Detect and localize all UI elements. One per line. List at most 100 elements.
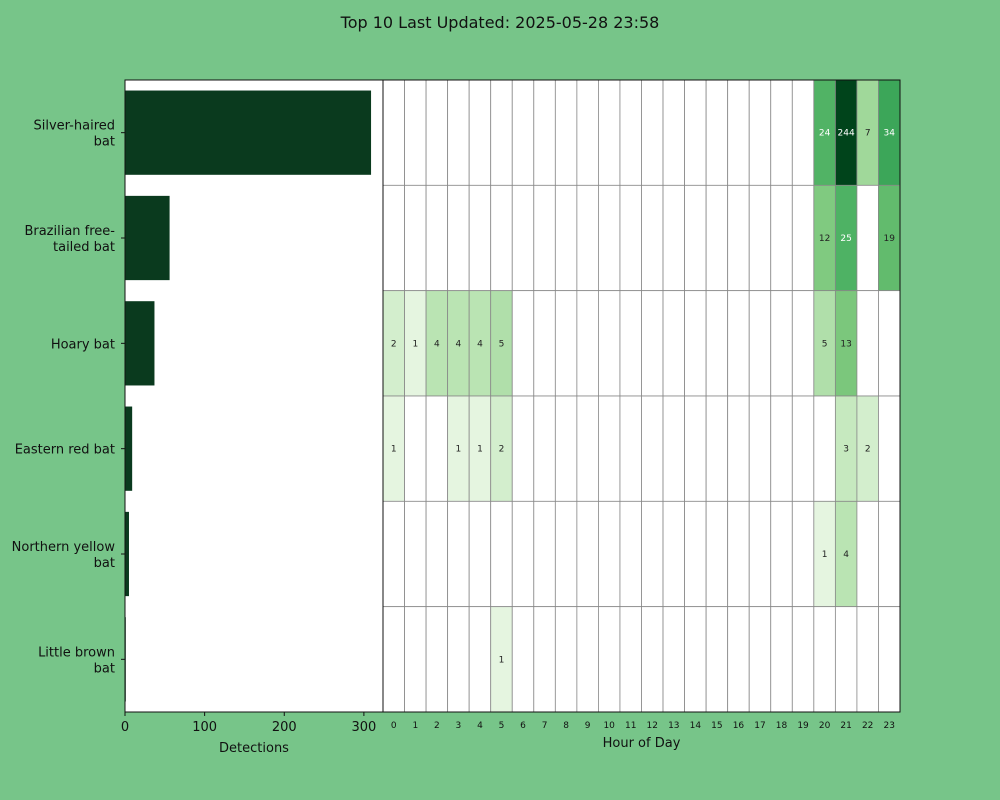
heatmap-cell xyxy=(447,606,470,713)
heatmap-cell xyxy=(791,395,815,502)
heatmap-cell xyxy=(748,606,772,713)
heatmap-cell xyxy=(878,606,901,713)
heatmap-cell xyxy=(404,500,427,608)
hour-tick-label: 23 xyxy=(884,721,895,731)
heatmap-cell xyxy=(447,79,470,186)
heatmap-cell xyxy=(382,500,405,608)
heatmap-cell xyxy=(533,290,556,397)
heatmap-cell-value: 25 xyxy=(840,234,851,244)
heatmap-cell xyxy=(856,500,879,608)
heatmap-cell xyxy=(511,500,535,608)
bar-panel: Silver-haired bat Brazilian free-tailed ba… xyxy=(12,79,384,756)
heatmap-cell xyxy=(425,500,449,608)
hour-tick-label: 12 xyxy=(647,721,658,731)
hour-tick-label: 3 xyxy=(456,721,462,731)
heatmap-cell xyxy=(533,395,556,502)
heatmap-cell-value: 1 xyxy=(822,550,828,560)
heatmap-cell xyxy=(554,79,578,186)
hour-tick-label: 7 xyxy=(542,721,548,731)
hour-tick-label: 2 xyxy=(434,721,440,731)
heatmap-cell xyxy=(727,79,750,186)
heatmap-cell-value: 5 xyxy=(822,339,828,349)
heatmap-cell xyxy=(425,606,449,713)
heatmap-cell xyxy=(468,184,492,292)
heatmap-cell xyxy=(447,500,470,608)
heatmap-cell xyxy=(576,500,599,608)
heatmap-cell xyxy=(705,395,729,502)
x-tick-label: 100 xyxy=(192,720,217,735)
heatmap-cell xyxy=(554,395,578,502)
bar xyxy=(125,406,133,491)
heatmap-cell xyxy=(662,500,685,608)
heatmap-cell xyxy=(727,290,750,397)
heatmap-cell xyxy=(533,79,556,186)
category-label: Hoary bat xyxy=(51,337,115,352)
heatmap-cell xyxy=(791,606,815,713)
heatmap-cell xyxy=(770,500,793,608)
heatmap-cell-value: 2 xyxy=(865,445,871,455)
heatmap-cell xyxy=(748,500,772,608)
heatmap-cell xyxy=(791,184,815,292)
heatmap-cell-value: 1 xyxy=(499,655,505,665)
heatmap-cell-value: 4 xyxy=(434,339,440,349)
hour-tick-label: 17 xyxy=(754,721,765,731)
heatmap-cell xyxy=(554,290,578,397)
heatmap-cell-value: 4 xyxy=(843,550,849,560)
heatmap-cell xyxy=(662,606,685,713)
heatmap-cell xyxy=(576,395,599,502)
heatmap-cell xyxy=(662,290,685,397)
hour-tick-label: 10 xyxy=(603,721,615,731)
heatmap-cell xyxy=(705,606,729,713)
category-label: Brazilian free-tailed bat xyxy=(24,224,115,255)
heatmap-cell-value: 1 xyxy=(391,445,397,455)
heatmap-cell xyxy=(878,395,901,502)
hour-tick-label: 1 xyxy=(412,721,418,731)
heatmap-cell xyxy=(511,290,535,397)
category-label: Northern yellow bat xyxy=(12,540,116,571)
heatmap-cell xyxy=(748,79,772,186)
heatmap-cell xyxy=(727,395,750,502)
bar xyxy=(125,301,155,386)
heatmap-cell xyxy=(425,184,449,292)
hour-tick-label: 6 xyxy=(520,721,526,731)
heatmap-cell xyxy=(834,606,858,713)
heatmap-cell xyxy=(533,606,556,713)
heatmap-cell xyxy=(425,395,449,502)
heatmap-cell xyxy=(813,606,836,713)
bar-plot-area xyxy=(125,80,383,712)
heatmap-cell xyxy=(748,184,772,292)
hour-tick-label: 9 xyxy=(585,721,591,731)
heatmap-cell xyxy=(619,79,642,186)
heatmap-cell xyxy=(770,395,793,502)
hour-tick-label: 21 xyxy=(840,721,851,731)
heatmap-cell xyxy=(684,606,707,713)
heatmap-cell xyxy=(727,606,750,713)
bar xyxy=(125,90,372,175)
heatmap-cell-value: 1 xyxy=(456,445,462,455)
heatmap-cell xyxy=(576,290,599,397)
heatmap-cell-value: 244 xyxy=(838,129,855,139)
heatmap-cell-value: 4 xyxy=(456,339,462,349)
heatmap-x-axis-label: Hour of Day xyxy=(603,736,681,751)
heatmap-cell xyxy=(684,290,707,397)
hour-tick-label: 8 xyxy=(563,721,569,731)
heatmap-cell xyxy=(748,290,772,397)
heatmap-cell xyxy=(598,500,621,608)
heatmap-cell xyxy=(770,606,793,713)
heatmap-cell xyxy=(598,395,621,502)
x-tick-label: 0 xyxy=(121,720,129,735)
chart-title: Top 10 Last Updated: 2025-05-28 23:58 xyxy=(340,13,660,32)
heatmap-cell xyxy=(576,606,599,713)
heatmap-cell xyxy=(856,290,879,397)
heatmap-cell-value: 34 xyxy=(884,129,896,139)
heatmap-cell-value: 4 xyxy=(477,339,483,349)
heatmap-cell xyxy=(727,500,750,608)
heatmap-cell xyxy=(791,500,815,608)
heatmap-cell xyxy=(748,395,772,502)
heatmap-cell xyxy=(554,184,578,292)
heatmap-cell xyxy=(619,395,642,502)
heatmap-cell xyxy=(511,395,535,502)
heatmap-cell xyxy=(727,184,750,292)
heatmap-cell-value: 19 xyxy=(884,234,896,244)
heatmap-cell xyxy=(856,184,879,292)
